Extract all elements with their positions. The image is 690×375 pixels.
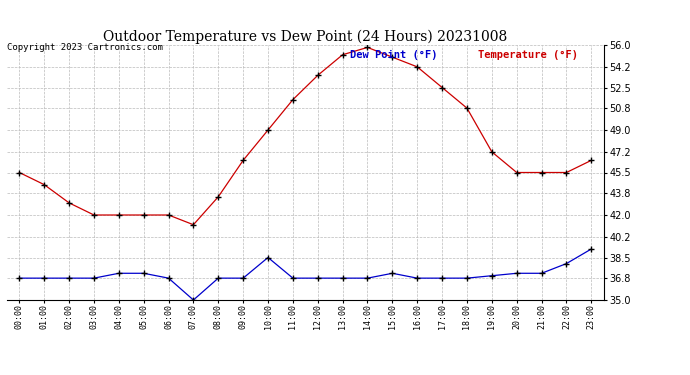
Text: Copyright 2023 Cartronics.com: Copyright 2023 Cartronics.com bbox=[7, 43, 163, 52]
Title: Outdoor Temperature vs Dew Point (24 Hours) 20231008: Outdoor Temperature vs Dew Point (24 Hou… bbox=[104, 30, 507, 44]
Text: Temperature (°F): Temperature (°F) bbox=[478, 50, 578, 60]
Text: Dew Point (°F): Dew Point (°F) bbox=[350, 50, 437, 60]
